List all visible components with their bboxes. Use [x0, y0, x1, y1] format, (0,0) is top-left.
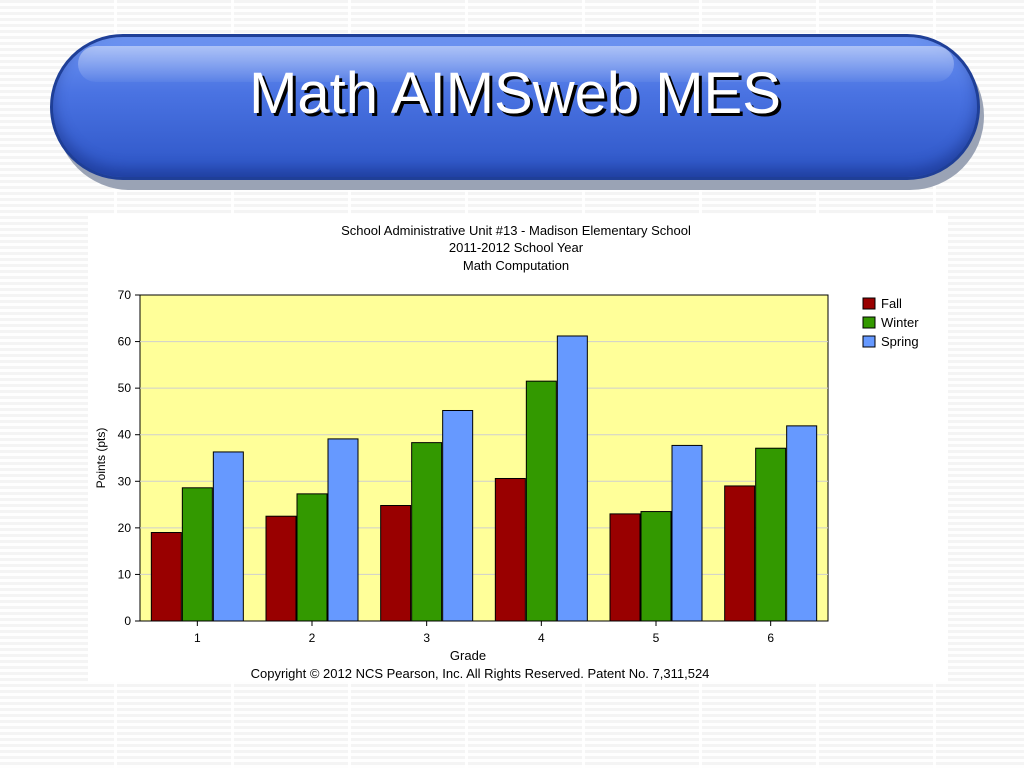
- y-tick-label: 60: [118, 335, 132, 349]
- x-tick-label: 5: [653, 631, 660, 645]
- x-axis-ticks: 1 2 3 4 5 6: [194, 621, 774, 645]
- bar-fall-grade-6: [724, 485, 756, 622]
- y-tick-label: 70: [118, 288, 132, 302]
- legend-swatch-winter: [862, 316, 876, 329]
- legend-label-fall: Fall: [881, 296, 902, 311]
- chart-subtitle-year: 2011-2012 School Year: [449, 240, 584, 255]
- bar-fall-grade-5: [609, 513, 641, 622]
- y-axis-label: Points (pts): [94, 428, 108, 489]
- bar-winter-grade-4: [525, 380, 557, 622]
- bar-fall-grade-2: [265, 515, 297, 622]
- legend: Fall Winter Spring: [862, 296, 919, 349]
- y-tick-label: 50: [118, 381, 132, 395]
- y-tick-label: 20: [118, 521, 132, 535]
- bar-chart: School Administrative Unit #13 - Madison…: [94, 223, 919, 681]
- bar-winter-grade-3: [411, 442, 443, 622]
- x-tick-label: 3: [423, 631, 430, 645]
- bar-fall-grade-3: [380, 505, 412, 622]
- bar-spring-grade-2: [327, 438, 359, 622]
- chart-subtitle-measure: Math Computation: [463, 258, 569, 273]
- x-tick-label: 6: [767, 631, 774, 645]
- grid-lines: [140, 341, 828, 575]
- legend-label-winter: Winter: [881, 315, 919, 330]
- bar-spring-grade-3: [442, 409, 474, 622]
- y-tick-label: 10: [118, 567, 132, 581]
- y-tick-label: 30: [118, 474, 132, 488]
- y-tick-label: 40: [118, 428, 132, 442]
- x-tick-label: 4: [538, 631, 545, 645]
- bar-spring-grade-1: [212, 451, 244, 622]
- bar-winter-grade-2: [296, 493, 328, 622]
- plot-area: [139, 294, 829, 622]
- bar-fall-grade-4: [494, 477, 526, 622]
- bar-winter-grade-1: [181, 487, 213, 622]
- bar-spring-grade-6: [786, 425, 818, 622]
- y-tick-label: 0: [124, 614, 131, 628]
- chart-panel: School Administrative Unit #13 - Madison…: [88, 214, 948, 682]
- x-axis-label: Grade: [450, 648, 486, 663]
- x-tick-label: 1: [194, 631, 201, 645]
- legend-swatch-spring: [862, 335, 876, 348]
- bar-fall-grade-1: [150, 532, 182, 622]
- y-axis-ticks: 0 10 20 30 40 50 60 70: [118, 288, 140, 628]
- legend-swatch-fall: [862, 297, 876, 310]
- title-banner-gloss: [78, 46, 954, 82]
- chart-title: School Administrative Unit #13 - Madison…: [341, 223, 691, 238]
- bar-winter-grade-6: [755, 447, 787, 622]
- title-banner: [50, 34, 980, 180]
- legend-label-spring: Spring: [881, 334, 919, 349]
- bars: [150, 335, 818, 622]
- slide-title: Math AIMSweb MES: [249, 61, 781, 126]
- bar-winter-grade-5: [640, 511, 672, 622]
- bar-spring-grade-4: [556, 335, 588, 622]
- chart-footer: Copyright © 2012 NCS Pearson, Inc. All R…: [251, 666, 710, 681]
- bar-spring-grade-5: [671, 444, 703, 622]
- x-tick-label: 2: [309, 631, 316, 645]
